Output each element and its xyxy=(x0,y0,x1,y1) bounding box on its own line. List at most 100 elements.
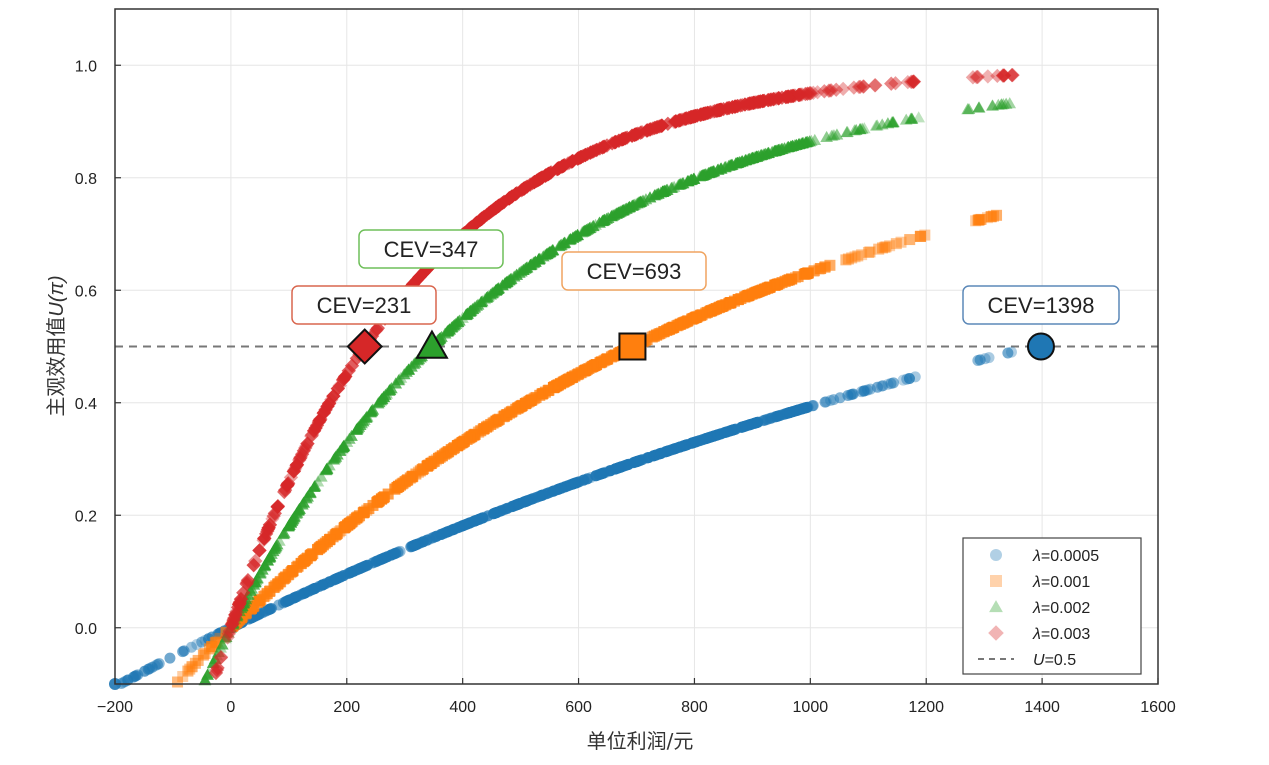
data-point xyxy=(598,213,611,225)
data-point xyxy=(186,661,198,673)
data-point xyxy=(239,576,254,592)
data-point xyxy=(206,641,218,653)
cev-label-text: CEV=693 xyxy=(587,259,682,284)
data-point xyxy=(869,119,883,131)
data-point xyxy=(214,641,228,653)
legend-label: U=0.5 xyxy=(1033,652,1076,669)
legend-marker-square xyxy=(990,575,1002,587)
data-point xyxy=(289,458,304,473)
x-tick-label: 1600 xyxy=(1140,699,1176,716)
data-point xyxy=(970,69,985,85)
data-point xyxy=(858,385,870,397)
data-point xyxy=(914,230,926,242)
data-point xyxy=(576,225,590,237)
y-axis-title: 主观效用值U(π) xyxy=(44,275,68,416)
data-point xyxy=(764,281,776,293)
data-point xyxy=(471,298,485,310)
data-point xyxy=(716,300,728,312)
data-point xyxy=(365,404,379,416)
data-point xyxy=(830,128,844,140)
data-point xyxy=(809,265,821,277)
data-point xyxy=(846,252,858,264)
data-point xyxy=(412,538,424,550)
data-point xyxy=(820,130,833,142)
plot-frame xyxy=(114,8,1159,685)
data-point xyxy=(864,246,876,258)
data-point xyxy=(379,388,392,400)
data-point xyxy=(733,98,748,113)
data-point xyxy=(488,507,500,519)
data-point xyxy=(879,241,891,253)
data-point xyxy=(696,309,708,321)
data-point xyxy=(728,424,740,436)
x-tick-label: 1000 xyxy=(793,699,829,716)
data-point xyxy=(340,521,352,533)
data-point xyxy=(421,460,433,472)
data-point xyxy=(705,165,719,177)
data-point xyxy=(280,477,295,492)
data-point xyxy=(351,512,363,524)
data-point xyxy=(284,516,297,528)
data-point xyxy=(664,323,676,335)
x-axis-ticks: −200 0 200 400 600 800 1000 1200 1400 1600 xyxy=(97,678,1176,716)
data-point xyxy=(885,116,899,128)
data-point xyxy=(521,495,533,507)
data-point xyxy=(485,287,499,299)
data-point xyxy=(873,243,885,255)
data-point xyxy=(783,407,795,419)
data-point xyxy=(799,268,811,280)
data-point xyxy=(565,154,580,169)
data-point xyxy=(554,239,567,251)
data-point xyxy=(580,146,595,162)
y-tick-label: 1.0 xyxy=(75,58,97,75)
cev-marker-square xyxy=(618,332,647,361)
data-point xyxy=(813,263,825,275)
data-point xyxy=(987,210,999,222)
data-point xyxy=(677,317,689,329)
data-point xyxy=(849,123,863,135)
cev-label-text: CEV=347 xyxy=(384,237,479,262)
data-point xyxy=(569,477,581,489)
data-point xyxy=(890,238,902,250)
data-point xyxy=(972,101,986,113)
cev-annotation: CEV=693 xyxy=(561,251,707,361)
legend-marker-diamond xyxy=(988,625,1004,641)
data-point xyxy=(611,206,625,218)
data-point xyxy=(1005,346,1017,358)
data-point xyxy=(587,361,599,373)
data-point xyxy=(781,89,796,104)
data-point xyxy=(710,303,722,315)
data-point xyxy=(903,372,915,384)
data-point xyxy=(658,326,670,338)
data-point xyxy=(884,76,899,91)
data-point xyxy=(884,240,896,252)
data-point xyxy=(995,68,1011,83)
data-point xyxy=(546,244,559,256)
data-point xyxy=(752,286,764,298)
data-point xyxy=(337,439,351,451)
data-point xyxy=(351,422,364,434)
y-tick-label: 0.4 xyxy=(75,396,97,413)
data-point xyxy=(636,194,650,206)
cev-annotations: CEV=231 CEV=347 CEV=693 CEV=1398 xyxy=(291,229,1120,365)
data-point xyxy=(877,242,889,254)
data-point xyxy=(724,297,736,309)
data-point xyxy=(885,377,897,389)
data-point xyxy=(905,112,919,124)
data-point xyxy=(852,79,868,95)
data-point xyxy=(308,583,320,595)
data-point xyxy=(552,379,564,391)
data-point xyxy=(698,106,713,121)
legend-label: λ=0.001 xyxy=(1032,574,1090,591)
data-point xyxy=(673,113,688,128)
data-point xyxy=(627,127,642,142)
data-point xyxy=(714,162,728,174)
data-point xyxy=(868,78,883,93)
x-tick-label: 600 xyxy=(565,699,592,716)
data-point xyxy=(393,480,405,492)
data-point xyxy=(903,74,919,90)
legend-box xyxy=(962,537,1142,675)
data-point xyxy=(488,201,503,216)
data-point xyxy=(758,283,770,295)
x-axis-title: 单位利润/元 xyxy=(587,729,694,753)
